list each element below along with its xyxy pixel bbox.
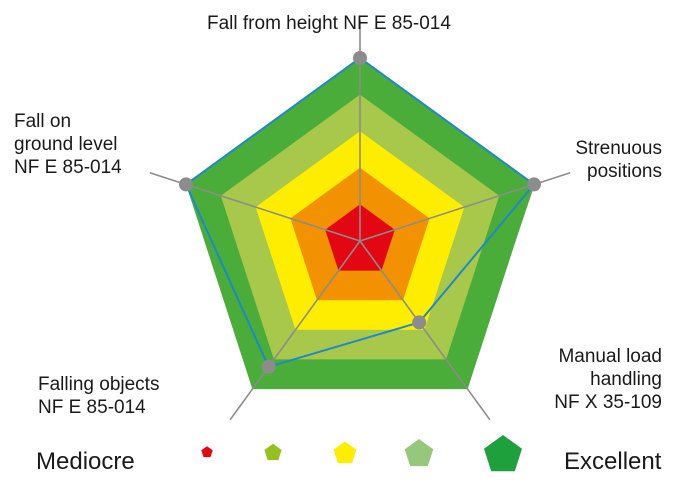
axis-label-manual-load-handling: Manual load handling NF X 35-109 [554, 346, 662, 413]
legend-swatch-2 [264, 443, 282, 461]
series-1-point-1 [353, 51, 367, 65]
legend-swatch-3 [333, 441, 357, 464]
legend-low-label: Mediocre [36, 448, 135, 475]
legend-high-label: Excellent [564, 448, 662, 475]
axis-label-strenuous-positions: Strenuous positions [575, 138, 662, 182]
legend-swatch-4 [404, 439, 434, 467]
spoke-3 [359, 240, 491, 421]
series-1-point-4 [261, 359, 276, 374]
axis-label-fall-on-ground-level: Fall on ground level NF E 85-014 [14, 111, 122, 178]
legend-swatch-5 [484, 435, 522, 472]
spoke-4 [229, 240, 361, 421]
series-1-point-5 [179, 177, 193, 192]
axis-label-falling-objects: Falling objects NF E 85-014 [38, 374, 160, 418]
series-1-line [184, 56, 536, 369]
series-1-point-3 [412, 315, 427, 330]
axis-label-fall-from-height: Fall from height NF E 85-014 [207, 13, 451, 34]
legend-swatch-1 [201, 446, 213, 458]
series-1-point-2 [527, 177, 541, 192]
